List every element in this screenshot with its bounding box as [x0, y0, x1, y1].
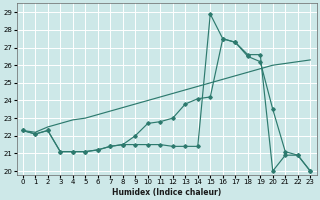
X-axis label: Humidex (Indice chaleur): Humidex (Indice chaleur): [112, 188, 221, 197]
